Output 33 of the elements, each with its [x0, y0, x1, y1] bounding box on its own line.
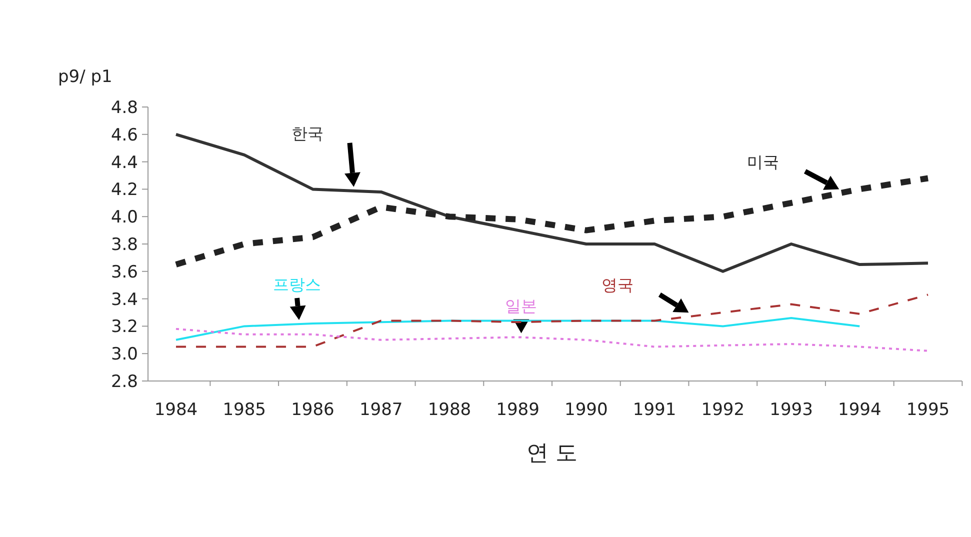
text: 한국	[292, 124, 324, 143]
y-tick-label: 3.6	[110, 262, 138, 282]
x-tick-label: 1991	[632, 400, 676, 420]
series-label: 프랑스	[273, 275, 322, 294]
x-tick-label: 1995	[906, 400, 950, 420]
x-axis-title: 연 도	[526, 441, 578, 466]
x-tick-label: 1993	[770, 400, 813, 420]
y-tick-label: 2.8	[110, 372, 138, 392]
series-label: 영국	[602, 276, 634, 295]
y-tick-label: 3.8	[110, 234, 138, 255]
y-axis-title: p9/ p1	[58, 67, 112, 87]
line-series	[175, 316, 861, 341]
x-tick-label: 1992	[701, 400, 745, 420]
x-tick-label: 1990	[564, 400, 608, 420]
y-tick-label: 4.6	[110, 125, 138, 146]
y-tick-label: 4.8	[110, 98, 138, 118]
line-series	[175, 294, 929, 348]
y-tick-label: 3.2	[110, 317, 138, 338]
series-label: 일본	[505, 296, 538, 316]
y-tick-label: 4.2	[110, 180, 138, 200]
x-tick-label: 1984	[154, 400, 198, 420]
x-tick-label: 1994	[838, 400, 882, 420]
line-series	[175, 328, 929, 352]
x-tick-label: 1987	[359, 400, 403, 420]
y-tick-label: 4.0	[110, 208, 138, 228]
y-tick-label: 3.0	[110, 344, 138, 365]
y-tick-label: 4.4	[110, 152, 138, 173]
x-tick-label: 1989	[496, 400, 540, 420]
text: 미국	[747, 152, 780, 172]
x-tick-label: 1985	[222, 400, 266, 420]
y-tick-label: 3.4	[110, 290, 138, 310]
x-tick-label: 1986	[291, 400, 334, 420]
x-tick-label: 1988	[428, 400, 472, 420]
